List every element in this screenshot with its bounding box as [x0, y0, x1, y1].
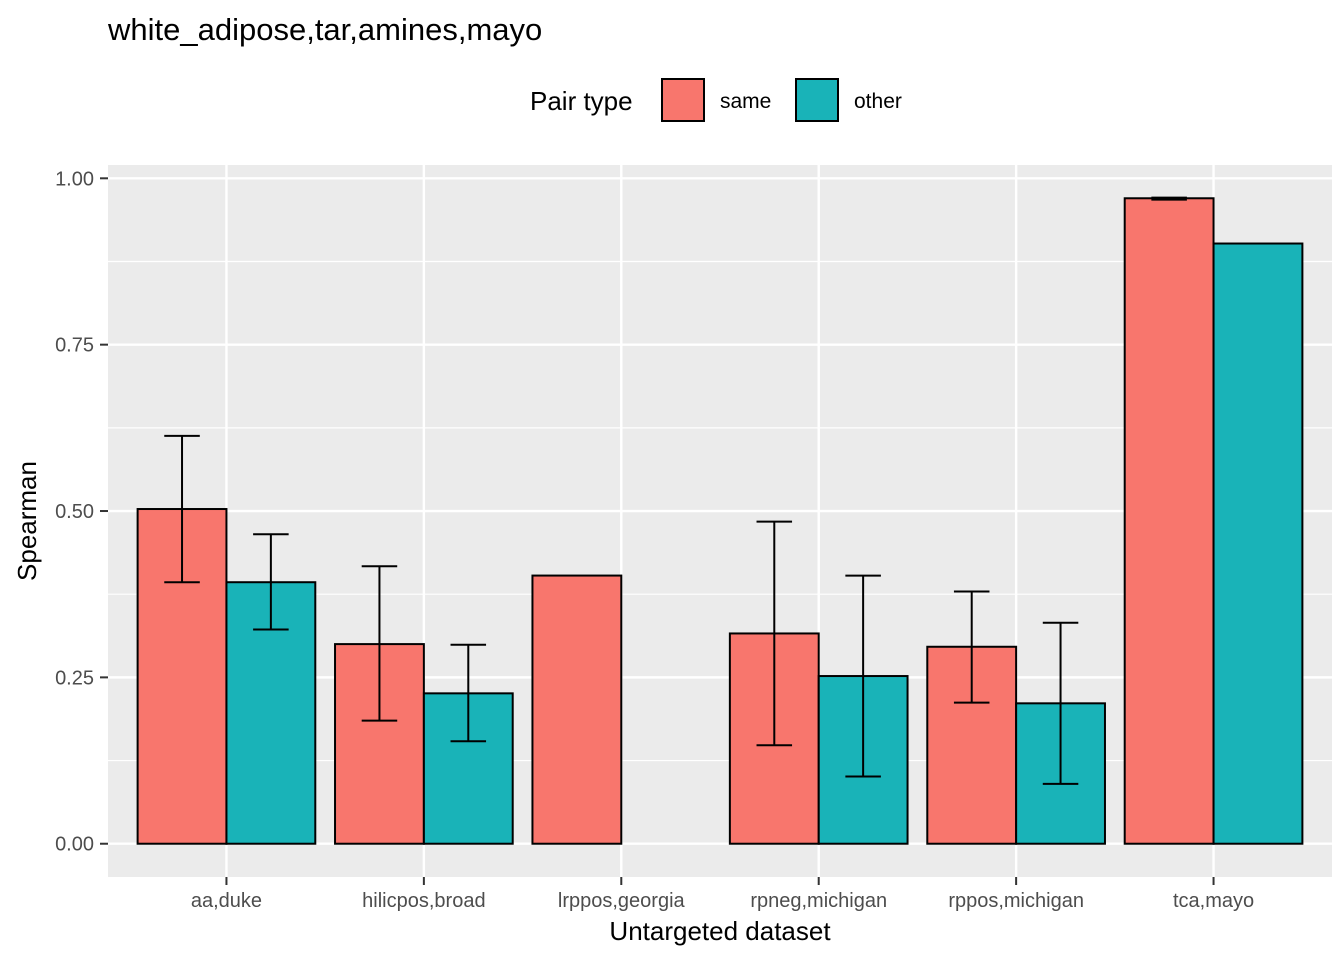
y-tick-label: 0.00	[55, 834, 94, 856]
y-tick-label: 0.25	[55, 667, 94, 689]
legend: Pair type same other	[530, 78, 902, 122]
x-tick-label: tca,mayo	[1173, 890, 1254, 912]
legend-item-other: other	[795, 78, 902, 122]
error-bar-other-rppos,michigan	[1042, 621, 1079, 785]
legend-item-same: same	[661, 78, 771, 122]
x-tick-label: hilicpos,broad	[362, 890, 485, 912]
error-bars	[164, 196, 1187, 785]
y-axis-title: Spearman	[12, 461, 42, 581]
x-tick-label: rppos,michigan	[948, 890, 1084, 912]
legend-label-same: same	[720, 90, 771, 113]
legend-label-other: other	[854, 90, 902, 113]
legend-swatch-other	[795, 78, 839, 122]
x-axis-title: Untargeted dataset	[609, 916, 831, 946]
y-tick-label: 0.75	[55, 335, 94, 357]
error-bar-other-hilicpos,broad	[450, 643, 487, 743]
bars	[136, 197, 1304, 845]
error-bar-same-rpneg,michigan	[756, 520, 793, 747]
x-tick-label: rpneg,michigan	[750, 890, 887, 912]
error-bar-same-aa,duke	[164, 434, 200, 584]
error-bar-same-hilicpos,broad	[361, 565, 398, 722]
y-tick-label: 1.00	[55, 168, 94, 190]
x-tick-label: lrppos,georgia	[558, 890, 686, 912]
legend-swatch-same	[661, 78, 705, 122]
error-bar-same-rppos,michigan	[953, 590, 990, 704]
error-bar-same-tca,mayo	[1151, 196, 1187, 201]
bar-same-lrppos,georgia	[531, 574, 623, 845]
bar-same-tca,mayo	[1123, 197, 1215, 845]
legend-title: Pair type	[530, 86, 633, 116]
error-bar-other-rpneg,michigan	[845, 574, 881, 778]
bar-other-tca,mayo	[1212, 242, 1304, 845]
chart-title: white_adipose,tar,amines,mayo	[107, 12, 542, 47]
y-tick-label: 0.50	[55, 501, 94, 523]
axes: 0.00 0.25 0.50 0.75 1.00 aa,duke hilicpos,broa…	[55, 168, 1254, 912]
error-bar-other-aa,duke	[253, 533, 289, 631]
x-tick-label: aa,duke	[191, 890, 262, 912]
